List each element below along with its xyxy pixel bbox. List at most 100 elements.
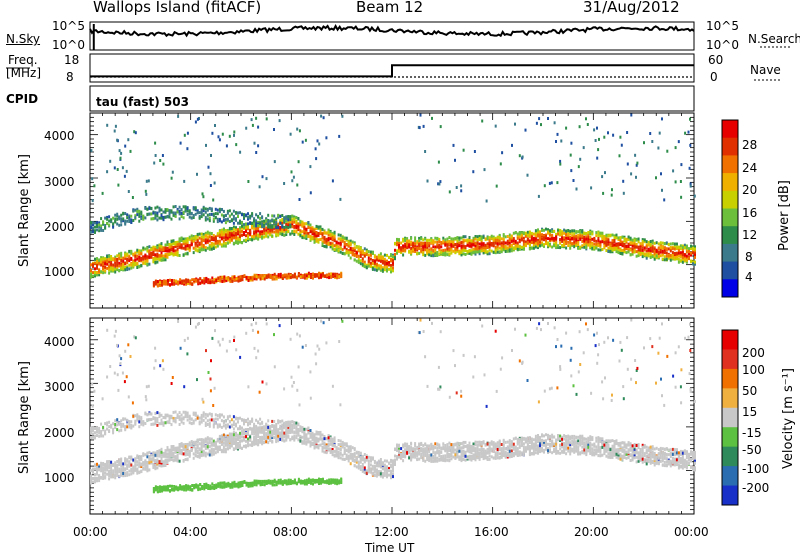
power-cell xyxy=(197,241,199,244)
power-cell xyxy=(295,231,297,234)
frequency-line xyxy=(90,65,694,76)
power-cell xyxy=(442,237,444,240)
velocity-cell xyxy=(225,450,227,453)
velocity-cell xyxy=(245,435,247,438)
velocity-cell xyxy=(235,447,237,450)
power-cell xyxy=(489,246,491,249)
velocity-cell xyxy=(305,440,307,443)
velocity-cell xyxy=(136,468,138,471)
power-cell xyxy=(362,263,364,266)
power-colorbar-segment xyxy=(722,226,738,244)
velocity-cell xyxy=(473,449,475,452)
velocity-cell xyxy=(239,441,241,444)
power-cell xyxy=(124,268,126,271)
velocity-cell xyxy=(507,452,509,455)
velocity-cell xyxy=(428,450,430,453)
power-cell xyxy=(193,251,195,254)
velocity-cell xyxy=(434,459,436,462)
power-cell xyxy=(310,227,312,230)
power-cell xyxy=(179,239,181,242)
power-cell xyxy=(320,232,322,235)
velocity-cell xyxy=(219,448,221,451)
power-cell xyxy=(412,246,414,249)
velocity-cell xyxy=(342,441,344,444)
power-cell xyxy=(503,248,505,251)
power-cell xyxy=(442,240,444,243)
power-cell xyxy=(211,245,213,248)
velocity-cell xyxy=(388,469,390,472)
velocity-cell xyxy=(237,434,239,437)
power-cell xyxy=(422,253,424,256)
velocity-cell xyxy=(374,471,376,474)
velocity-cell xyxy=(255,439,257,442)
power-cell xyxy=(245,230,247,233)
power-cell xyxy=(388,263,390,266)
velocity-cell xyxy=(388,462,390,465)
power-cell xyxy=(458,237,460,240)
velocity-cell xyxy=(183,459,185,462)
velocity-cell xyxy=(354,464,356,467)
velocity-cell xyxy=(444,444,446,447)
power-cell xyxy=(181,244,183,247)
velocity-cell xyxy=(428,444,430,447)
velocity-cell xyxy=(402,455,404,458)
velocity-cell xyxy=(436,447,438,450)
power-cell xyxy=(255,231,257,234)
velocity-cell xyxy=(493,447,495,450)
power-cell xyxy=(263,232,265,235)
velocity-cell xyxy=(138,462,140,465)
velocity-cell xyxy=(519,446,521,449)
power-cell xyxy=(199,233,201,236)
power-cell xyxy=(444,238,446,241)
power-cell xyxy=(237,236,239,239)
power-cell xyxy=(519,245,521,248)
power-cell xyxy=(175,242,177,245)
velocity-cell xyxy=(98,475,100,478)
velocity-cell xyxy=(408,456,410,459)
power-cell xyxy=(259,232,261,235)
power-cell xyxy=(227,237,229,240)
power-cell xyxy=(124,262,126,265)
velocity-cell xyxy=(187,450,189,453)
velocity-cell xyxy=(203,442,205,445)
power-cell xyxy=(390,258,392,261)
power-cell xyxy=(104,262,106,265)
power-cell xyxy=(350,251,352,254)
velocity-cell xyxy=(237,436,239,439)
velocity-cell xyxy=(199,438,201,441)
velocity-cell xyxy=(392,461,394,464)
power-cell xyxy=(527,231,529,234)
velocity-cell xyxy=(243,445,245,448)
power-cell xyxy=(414,239,416,242)
power-cell xyxy=(211,248,213,251)
power-cell xyxy=(420,243,422,246)
velocity-cell xyxy=(332,442,334,445)
power-cell xyxy=(352,247,354,250)
power-cell xyxy=(100,258,102,261)
velocity-cell xyxy=(219,445,221,448)
velocity-cell xyxy=(171,446,173,449)
velocity-cell xyxy=(432,455,434,458)
velocity-cell xyxy=(171,458,173,461)
power-cell xyxy=(307,235,309,238)
velocity-cell xyxy=(191,440,193,443)
velocity-cell xyxy=(404,454,406,457)
power-cell xyxy=(450,249,452,252)
velocity-cell xyxy=(356,452,358,455)
velocity-cell xyxy=(489,458,491,461)
power-cell xyxy=(424,242,426,245)
power-cell xyxy=(362,250,364,253)
velocity-cell xyxy=(487,448,489,451)
power-cell xyxy=(434,241,436,244)
velocity-cell xyxy=(324,443,326,446)
velocity-cell xyxy=(301,436,303,439)
velocity-cell xyxy=(448,454,450,457)
power-cell xyxy=(118,265,120,268)
power-cell xyxy=(384,268,386,271)
velocity-cell xyxy=(386,471,388,474)
velocity-cell xyxy=(454,449,456,452)
velocity-cell xyxy=(487,451,489,454)
velocity-cell xyxy=(177,458,179,461)
velocity-cell xyxy=(310,433,312,436)
power-cell xyxy=(465,239,467,242)
